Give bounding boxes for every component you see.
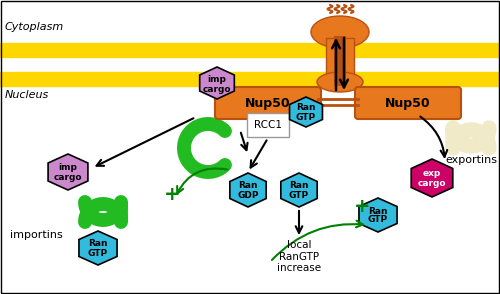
FancyBboxPatch shape [326,38,354,80]
Text: RCC1: RCC1 [254,120,282,130]
Text: exportins: exportins [445,155,497,165]
Polygon shape [281,173,317,207]
Text: GTP: GTP [289,191,309,200]
Text: cargo: cargo [418,178,446,188]
Ellipse shape [311,16,369,48]
Text: Ran: Ran [296,103,316,113]
Text: imp: imp [58,163,78,173]
Text: +: + [164,186,180,205]
Text: Cytoplasm: Cytoplasm [5,22,64,32]
Polygon shape [48,154,88,190]
Polygon shape [359,198,397,232]
Text: Nup50: Nup50 [385,96,431,109]
Text: GTP: GTP [88,248,108,258]
Text: imp: imp [208,76,227,84]
Text: cargo: cargo [54,173,82,181]
FancyBboxPatch shape [215,87,321,119]
FancyArrowPatch shape [272,221,363,260]
FancyArrowPatch shape [177,168,228,193]
Text: exp: exp [423,170,441,178]
Text: cargo: cargo [203,84,231,93]
FancyBboxPatch shape [334,36,346,86]
Text: Ran: Ran [368,206,388,216]
Text: GTP: GTP [368,216,388,225]
Text: Nup50: Nup50 [245,96,291,109]
Text: Ran: Ran [238,181,258,191]
Polygon shape [230,173,266,207]
Polygon shape [200,67,234,99]
Text: GTP: GTP [296,113,316,121]
Text: Ran: Ran [289,181,309,191]
FancyBboxPatch shape [355,87,461,119]
Text: importins: importins [10,230,63,240]
Text: local
RanGTP
increase: local RanGTP increase [277,240,321,273]
Text: GDP: GDP [238,191,259,200]
Polygon shape [79,231,117,265]
Text: +: + [354,198,370,216]
Polygon shape [290,97,322,127]
Text: Ran: Ran [88,240,108,248]
Ellipse shape [317,72,363,92]
FancyBboxPatch shape [247,113,289,137]
Text: Nucleus: Nucleus [5,90,49,100]
Polygon shape [411,159,453,197]
